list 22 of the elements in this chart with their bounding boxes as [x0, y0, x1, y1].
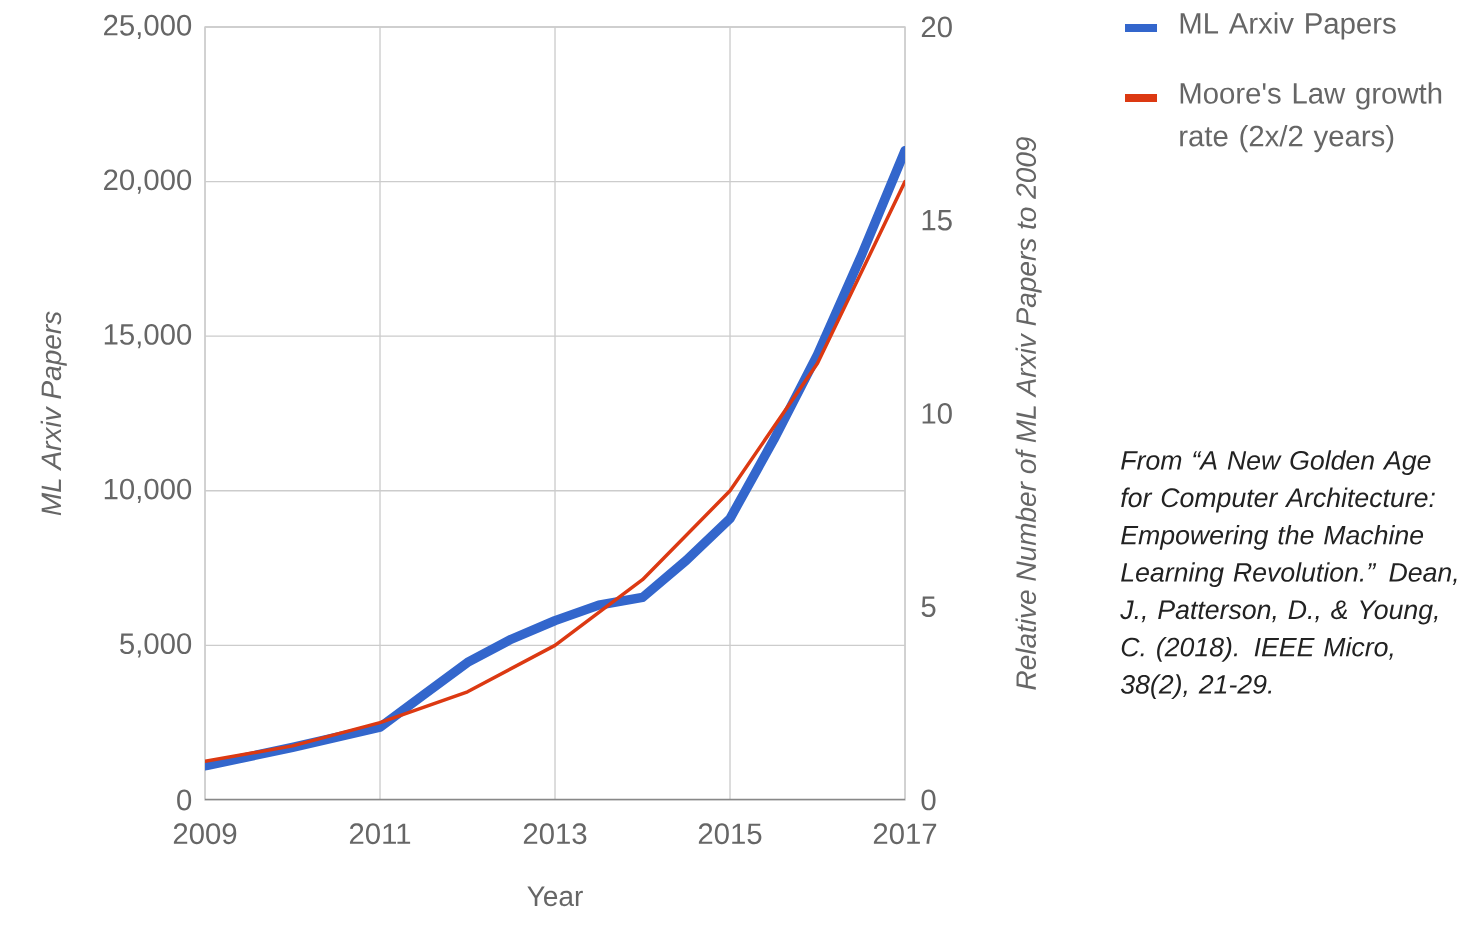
- y-tick-label: 15,000: [104, 324, 192, 349]
- y-tick-label: 5,000: [120, 633, 192, 658]
- y2-tick-label: 5: [921, 596, 936, 617]
- legend-label: Moore's Law growth rate (2x/2 years): [1180, 82, 1442, 153]
- x-tick-label: 2017: [873, 823, 937, 845]
- y-tick-label: 25,000: [104, 14, 192, 40]
- x-tick-label: 2011: [349, 823, 411, 845]
- x-axis-title: Year: [527, 886, 583, 907]
- x-tick-label: 2013: [523, 823, 587, 845]
- y2-tick-label: 15: [922, 210, 952, 231]
- x-tick-label: 2009: [173, 823, 237, 845]
- y2-tick-label: 0: [921, 789, 936, 811]
- y-tick-label: 20,000: [104, 169, 192, 194]
- y-tick-label: 0: [177, 789, 192, 811]
- text: From “A New Golden Age for Computer Architecture: Empowering the Machine Learning Revolution.” Dean, J., Patterson, D., & Young, C. (2018). IEEE Micro, 38(2), 21-29.: [1120, 450, 1457, 700]
- legend-label: ML Arxiv Papers: [1180, 12, 1396, 40]
- y2-tick-label: 10: [922, 403, 952, 424]
- y-axis-title: ML Arxiv Papers: [40, 311, 67, 516]
- x-tick-label: 2015: [698, 823, 762, 845]
- y2-axis-title: Relative Number of ML Arxiv Papers to 2009: [1015, 137, 1042, 690]
- y-tick-label: 10,000: [104, 478, 192, 503]
- y2-tick-label: 20: [921, 16, 952, 38]
